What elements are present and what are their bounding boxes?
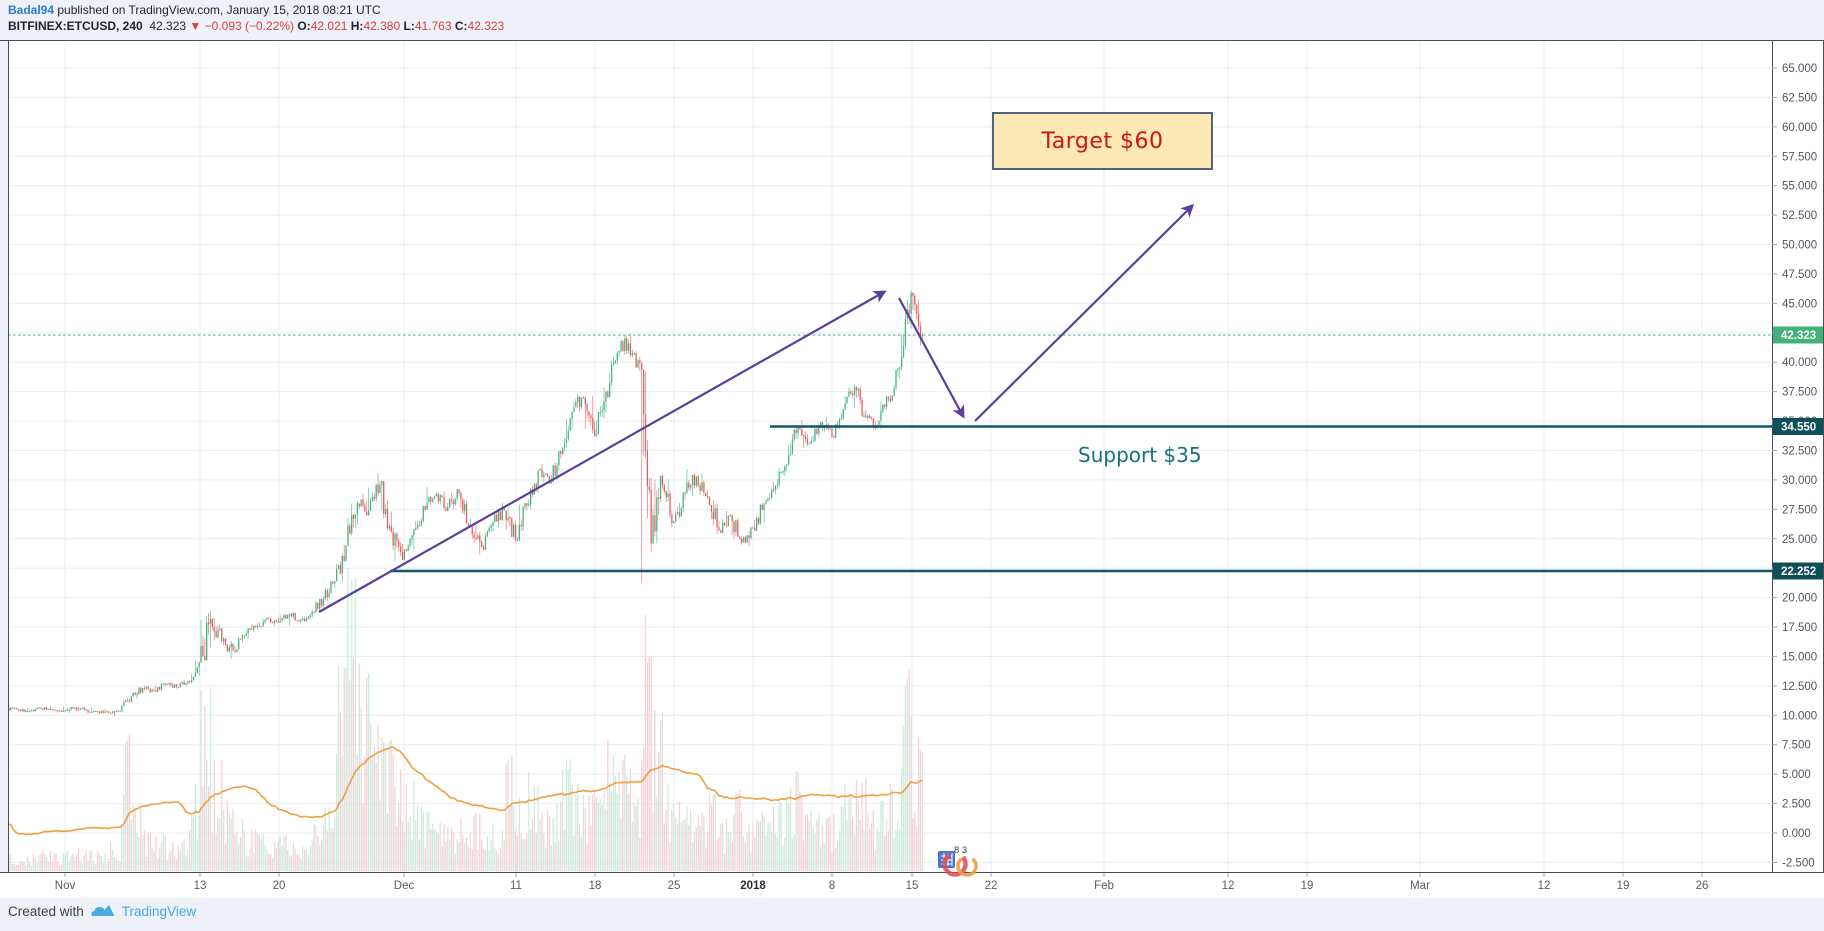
header-text-part: ▼ −0.093 (−0.22%) bbox=[189, 19, 298, 33]
svg-text:10.000: 10.000 bbox=[1782, 710, 1817, 722]
svg-text:2.500: 2.500 bbox=[1782, 799, 1811, 811]
target-annotation-label: Target $60 bbox=[1041, 128, 1164, 154]
watermark-icons: 8 3 bbox=[938, 845, 978, 877]
svg-text:12: 12 bbox=[1538, 880, 1551, 892]
header-text-part: published on TradingView.com, January 15… bbox=[54, 3, 381, 17]
svg-text:22: 22 bbox=[985, 880, 998, 892]
header-text-part: BITFINEX:ETCUSD, 240 bbox=[8, 19, 143, 33]
svg-text:Dec: Dec bbox=[394, 880, 415, 892]
svg-text:Nov: Nov bbox=[55, 880, 76, 892]
header-text-part: C: bbox=[454, 19, 468, 33]
svg-text:12.500: 12.500 bbox=[1782, 681, 1817, 693]
support-annotation-label[interactable]: Support $35 bbox=[1078, 443, 1202, 467]
time-axis[interactable]: Nov 13 20 Dec 11 18 25 2018 8 15 22 Feb 12 19 Mar 12 19 2… bbox=[55, 873, 1709, 892]
footer: Created with TradingView bbox=[8, 903, 196, 919]
svg-text:20.000: 20.000 bbox=[1782, 593, 1817, 605]
svg-text:30.000: 30.000 bbox=[1782, 475, 1817, 487]
svg-text:8 3: 8 3 bbox=[954, 845, 967, 856]
svg-text:57.500: 57.500 bbox=[1782, 151, 1817, 163]
svg-text:45.000: 45.000 bbox=[1782, 298, 1817, 310]
candles bbox=[8, 289, 924, 717]
svg-text:Mar: Mar bbox=[1410, 880, 1430, 892]
svg-text:0.000: 0.000 bbox=[1782, 828, 1811, 840]
trend-arrow[interactable] bbox=[318, 290, 887, 613]
svg-text:-2.500: -2.500 bbox=[1782, 857, 1815, 869]
volume-ma-line bbox=[8, 746, 923, 836]
chart-pane-background bbox=[8, 40, 1823, 873]
svg-text:40.000: 40.000 bbox=[1782, 357, 1817, 369]
target-annotation-box[interactable]: Target $60 bbox=[992, 112, 1213, 170]
svg-text:37.500: 37.500 bbox=[1782, 387, 1817, 399]
svg-text:32.500: 32.500 bbox=[1782, 446, 1817, 458]
header-text-part: 42.323 bbox=[467, 19, 505, 33]
svg-text:65.000: 65.000 bbox=[1782, 63, 1817, 75]
grid bbox=[8, 40, 1772, 872]
svg-text:19: 19 bbox=[1617, 880, 1630, 892]
svg-text:19: 19 bbox=[1301, 880, 1314, 892]
svg-text:25.000: 25.000 bbox=[1782, 534, 1817, 546]
header-text-part: 42.323 bbox=[142, 19, 190, 33]
volume-bars bbox=[8, 568, 924, 871]
header-text-part: 41.763 bbox=[414, 19, 455, 33]
svg-text:52.500: 52.500 bbox=[1782, 210, 1817, 222]
trend-arrow[interactable] bbox=[974, 203, 1195, 422]
svg-text:5.000: 5.000 bbox=[1782, 769, 1811, 781]
svg-text:27.500: 27.500 bbox=[1782, 504, 1817, 516]
svg-text:Feb: Feb bbox=[1094, 880, 1114, 892]
svg-text:8: 8 bbox=[829, 880, 835, 892]
tradingview-brand-link[interactable]: TradingView bbox=[121, 903, 197, 919]
price-badge: 22.252 bbox=[1773, 562, 1823, 580]
svg-text:20: 20 bbox=[273, 880, 286, 892]
header-text-part: 42.380 bbox=[363, 19, 404, 33]
svg-text:15: 15 bbox=[906, 880, 919, 892]
svg-text:17.500: 17.500 bbox=[1782, 622, 1817, 634]
svg-text:55.000: 55.000 bbox=[1782, 181, 1817, 193]
svg-text:62.500: 62.500 bbox=[1782, 92, 1817, 104]
symbol-ohlc-info: BITFINEX:ETCUSD, 240 42.323 ▼ −0.093 (−0… bbox=[8, 18, 504, 34]
price-axis[interactable]: 65.000 62.500 60.000 57.500 55.000 52.500 50.0… bbox=[1772, 63, 1817, 869]
svg-text:60.000: 60.000 bbox=[1782, 122, 1817, 134]
header-text-part: Badal94 bbox=[8, 3, 55, 17]
svg-text:12: 12 bbox=[1222, 880, 1235, 892]
price-badge: 42.323 bbox=[1773, 326, 1823, 344]
created-with-text: Created with bbox=[8, 903, 84, 919]
svg-text:47.500: 47.500 bbox=[1782, 269, 1817, 281]
svg-text:11: 11 bbox=[510, 880, 522, 892]
header-text-part: O: bbox=[297, 19, 311, 33]
header-text-part: 42.021 bbox=[310, 19, 351, 33]
svg-text:42.323: 42.323 bbox=[1781, 330, 1816, 342]
header-text-part: H: bbox=[350, 19, 364, 33]
chart-header: Badal94 published on TradingView.com, Ja… bbox=[8, 2, 504, 34]
trend-arrow[interactable] bbox=[898, 297, 965, 419]
svg-text:22.252: 22.252 bbox=[1781, 566, 1816, 578]
svg-text:2018: 2018 bbox=[740, 880, 766, 892]
time-axis-background bbox=[0, 873, 1824, 898]
svg-text:34.550: 34.550 bbox=[1781, 422, 1816, 434]
svg-text:25: 25 bbox=[668, 880, 681, 892]
svg-text:15.000: 15.000 bbox=[1782, 651, 1817, 663]
svg-text:50.000: 50.000 bbox=[1782, 240, 1817, 252]
svg-text:7.500: 7.500 bbox=[1782, 740, 1811, 752]
svg-text:18: 18 bbox=[589, 880, 602, 892]
publish-info: Badal94 published on TradingView.com, Ja… bbox=[8, 2, 504, 18]
svg-text:26: 26 bbox=[1696, 880, 1709, 892]
header-text-part: L: bbox=[403, 19, 415, 33]
price-badge: 34.550 bbox=[1773, 418, 1823, 435]
tradingview-logo-icon bbox=[91, 905, 115, 916]
svg-text:13: 13 bbox=[194, 880, 207, 892]
